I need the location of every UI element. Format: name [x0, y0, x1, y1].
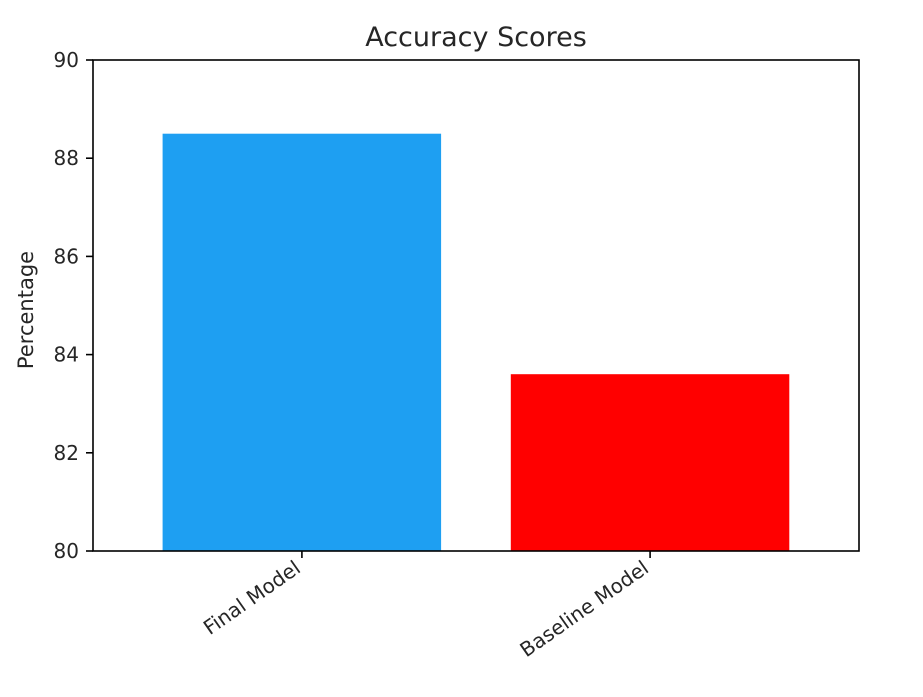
bars-group: [162, 133, 790, 551]
bar-0: [162, 133, 442, 551]
y-tick-label-4: 88: [54, 146, 79, 170]
x-ticks-group: Final Model Baseline Model: [199, 551, 653, 662]
plot-frame: [92, 59, 860, 552]
x-tick-label-0: Final Model: [199, 555, 305, 639]
y-tick-label-3: 86: [54, 244, 79, 268]
y-axis-label: Percentage: [14, 251, 38, 369]
bar-1: [510, 374, 790, 551]
y-ticks-group: 80 82 84 86 88 90: [54, 48, 93, 563]
x-tick-label-1: Baseline Model: [515, 555, 653, 661]
y-tick-label-5: 90: [54, 48, 79, 72]
y-tick-label-2: 84: [54, 343, 79, 367]
y-tick-label-0: 80: [54, 539, 79, 563]
y-tick-label-1: 82: [54, 441, 79, 465]
chart-title: Accuracy Scores: [365, 22, 587, 53]
